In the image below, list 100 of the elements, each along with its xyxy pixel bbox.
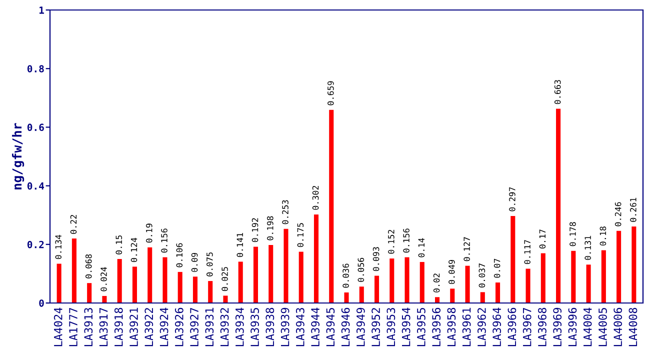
bar — [359, 286, 364, 303]
bar — [117, 259, 122, 303]
bar — [586, 264, 591, 303]
bar — [329, 110, 334, 303]
bar — [616, 230, 622, 303]
x-tick-label: LA3956 — [432, 308, 441, 346]
y-tick-label: 0 — [39, 299, 44, 307]
x-tick-label: LA3949 — [356, 308, 365, 346]
data-label: 0.093 — [372, 247, 380, 272]
y-tick-label: 0.2 — [27, 240, 44, 248]
bar — [284, 228, 288, 303]
bar — [390, 258, 394, 303]
x-tick-label: LA3958 — [447, 308, 456, 346]
x-tick-label: LA3966 — [508, 308, 516, 346]
bar — [223, 296, 228, 303]
x-tick-label: LA3946 — [341, 308, 350, 346]
x-tick-label: LA3955 — [416, 308, 426, 346]
x-tick-label: LA3943 — [296, 308, 304, 346]
x-tick-label: LA3967 — [522, 308, 532, 346]
x-tick-label: LA3954 — [402, 308, 410, 346]
bar — [72, 238, 76, 303]
bar — [571, 250, 576, 303]
data-label: 0.178 — [570, 222, 576, 246]
x-tick-label: LA3931 — [205, 308, 214, 346]
x-tick-label: LA3939 — [280, 308, 290, 346]
x-tick-label: LA3935 — [250, 308, 259, 346]
x-tick-label: LA3921 — [130, 308, 138, 346]
data-label: 0.068 — [85, 254, 92, 278]
data-label: 0.075 — [206, 252, 213, 276]
x-tick-label: LA3952 — [372, 308, 380, 346]
data-label: 0.106 — [176, 243, 183, 268]
data-label: 0.131 — [584, 236, 591, 260]
data-label: 0.253 — [282, 200, 288, 224]
x-tick-label: LA3964 — [492, 308, 502, 346]
bar — [102, 296, 107, 303]
data-label: 0.22 — [70, 215, 77, 234]
bar — [556, 108, 561, 303]
bar — [178, 272, 182, 303]
data-label: 0.198 — [267, 216, 274, 240]
data-label: 0.07 — [494, 258, 500, 278]
bar — [450, 288, 455, 303]
x-tick-label: LA3918 — [114, 308, 123, 346]
bar — [601, 250, 606, 303]
x-tick-label: LA3945 — [326, 308, 335, 346]
bar — [132, 266, 137, 303]
x-tick-label: LA3913 — [84, 308, 93, 346]
bar — [465, 266, 470, 303]
data-label: 0.036 — [342, 264, 349, 288]
data-label: 0.19 — [146, 224, 152, 243]
bar — [87, 283, 92, 303]
data-label: 0.663 — [554, 80, 561, 104]
bar — [56, 264, 62, 303]
data-label: 0.09 — [191, 252, 198, 272]
data-label: 0.246 — [614, 202, 622, 226]
data-label: 0.18 — [600, 226, 606, 246]
bar — [148, 247, 152, 303]
bar — [434, 297, 440, 303]
data-label: 0.261 — [630, 198, 636, 222]
bar — [298, 252, 304, 303]
bar — [420, 262, 424, 303]
data-label: 0.152 — [388, 230, 394, 254]
data-label: 0.025 — [222, 267, 228, 291]
data-label: 0.134 — [55, 234, 62, 260]
x-tick-label: LA4006 — [614, 308, 622, 346]
y-tick-label: 0.8 — [27, 65, 44, 72]
y-tick-label: 1 — [39, 6, 44, 14]
x-tick-label: LA3926 — [174, 308, 184, 346]
x-tick-label: LA4004 — [583, 308, 592, 346]
x-tick-label: LA3968 — [538, 308, 546, 346]
x-tick-label: LA3938 — [266, 308, 274, 346]
x-tick-label: LA4005 — [598, 308, 607, 346]
data-label: 0.037 — [478, 264, 486, 288]
data-label: 0.156 — [403, 228, 410, 253]
x-tick-label: LA4024 — [54, 308, 62, 346]
y-axis-title: ng/gfw/hr — [12, 123, 24, 190]
data-label: 0.02 — [433, 274, 440, 292]
bar — [268, 244, 274, 303]
data-label: 0.175 — [297, 223, 304, 248]
x-tick-label: LA4008 — [628, 308, 638, 346]
data-label: 0.127 — [464, 237, 470, 262]
y-tick-label: 0.6 — [27, 124, 44, 132]
bar — [253, 246, 258, 303]
bar — [480, 292, 485, 303]
data-label: 0.14 — [418, 238, 425, 258]
bar — [208, 281, 213, 303]
data-label: 0.156 — [161, 228, 168, 253]
x-tick-label: LA3927 — [190, 308, 198, 346]
x-tick-label: LA3969 — [553, 308, 562, 346]
bar — [632, 226, 636, 303]
bar — [526, 268, 530, 303]
bar — [404, 257, 410, 303]
bar — [344, 292, 349, 303]
x-tick-label: LA3962 — [477, 308, 486, 346]
data-label: 0.192 — [252, 218, 258, 242]
bar — [540, 253, 546, 303]
data-label: 0.141 — [236, 233, 244, 257]
data-label: 0.659 — [328, 81, 334, 106]
y-tick-label: 0.4 — [27, 182, 44, 190]
data-label: 0.056 — [358, 258, 364, 282]
data-label: 0.302 — [312, 186, 319, 210]
